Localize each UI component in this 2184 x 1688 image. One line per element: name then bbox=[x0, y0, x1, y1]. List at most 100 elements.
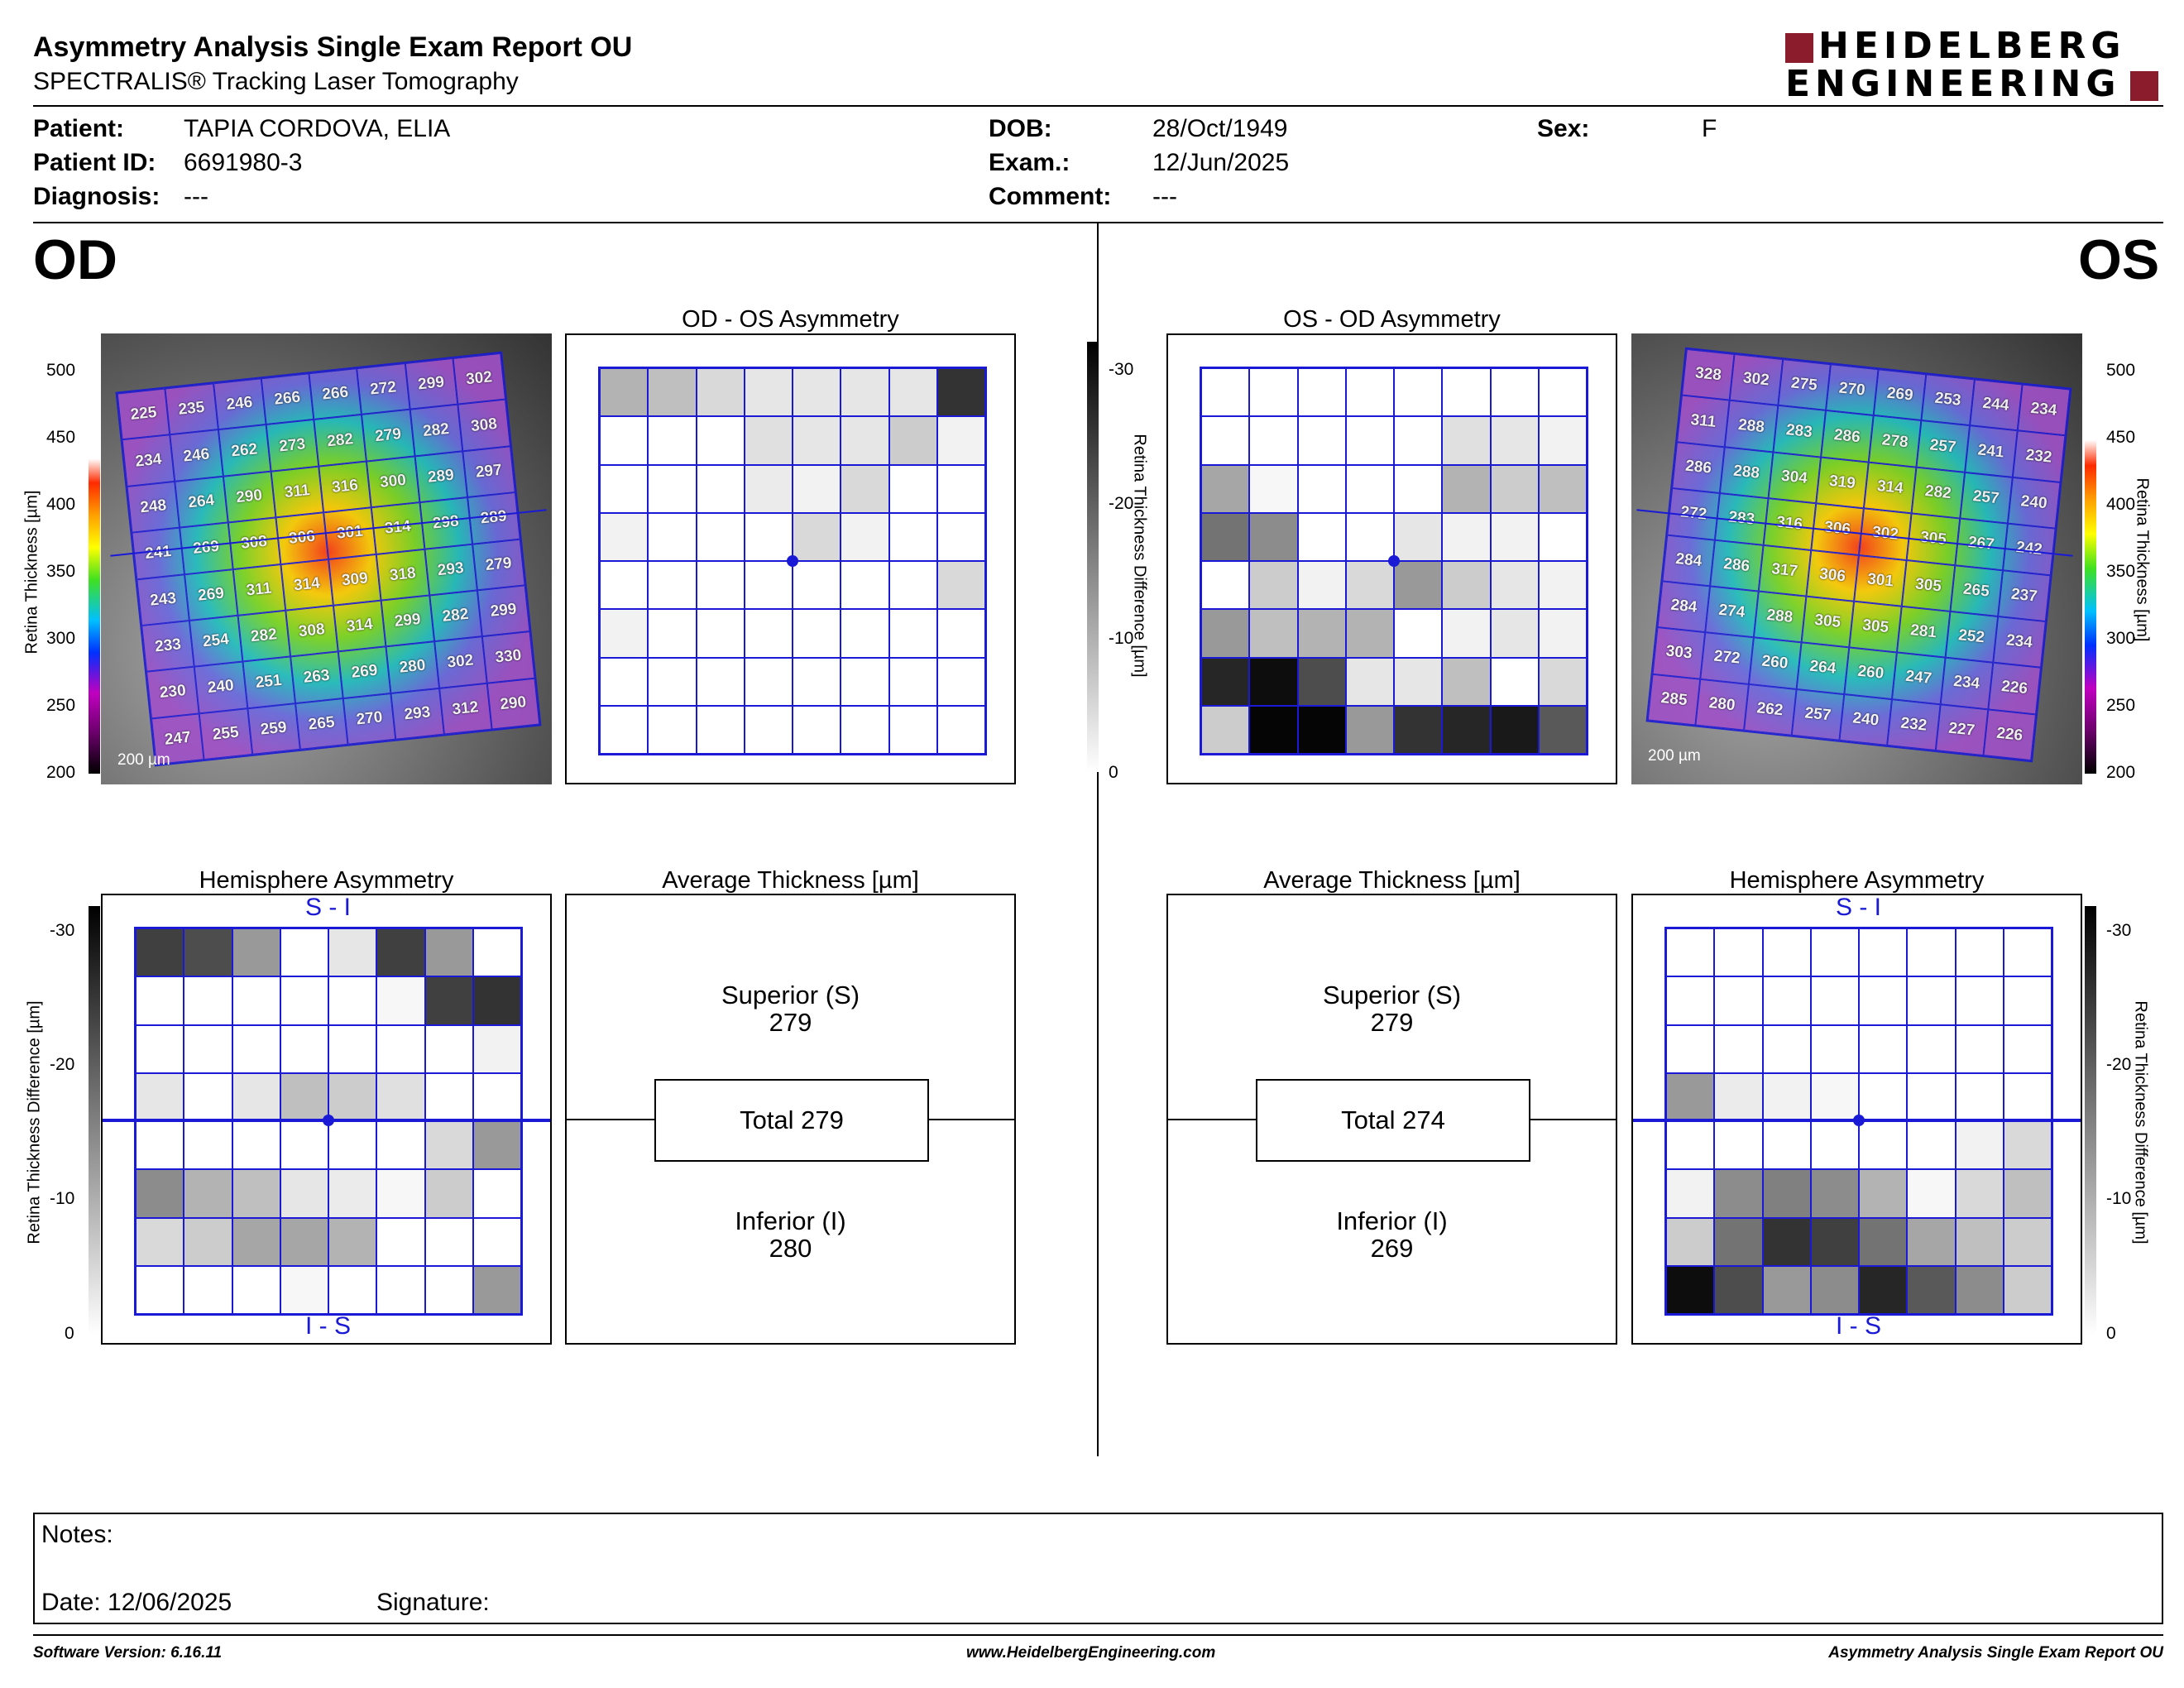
od-hemisphere-cell bbox=[232, 1024, 280, 1073]
os-asym-diff-tick: 0 bbox=[1109, 763, 1118, 782]
od-thickness-value: 248 bbox=[127, 481, 180, 533]
os-thickness-value: 269 bbox=[1873, 369, 1927, 421]
os-hemisphere-title: Hemisphere Asymmetry bbox=[1729, 867, 1985, 894]
od-tick: 500 bbox=[46, 361, 76, 380]
logo-square-top bbox=[1785, 33, 1813, 63]
od-thickness-value: 266 bbox=[309, 368, 362, 420]
os-thickness-value: 260 bbox=[1844, 647, 1898, 699]
os-tick: 200 bbox=[2106, 763, 2136, 782]
od-thickness-value: 318 bbox=[376, 549, 429, 601]
os-asymmetry-cell bbox=[1249, 464, 1298, 513]
os-thickness-value: 282 bbox=[1911, 467, 1965, 519]
od-thickness-value: 279 bbox=[472, 539, 525, 591]
os-asym-diff-tick: -20 bbox=[1109, 494, 1134, 513]
diagnosis-label: Diagnosis: bbox=[33, 183, 160, 210]
od-si-label: S - I bbox=[304, 894, 351, 921]
od-asymmetry-cell bbox=[600, 705, 649, 754]
os-average-title: Average Thickness [µm] bbox=[1263, 867, 1521, 894]
od-hemisphere-cell bbox=[184, 928, 232, 977]
od-thickness-value: 302 bbox=[453, 352, 506, 405]
os-thickness-value: 317 bbox=[1758, 544, 1812, 597]
logo-line-2: ENGINEERING bbox=[1785, 63, 2121, 105]
os-thickness-value: 272 bbox=[1700, 632, 1754, 684]
os-thickness-value: 241 bbox=[1964, 425, 2018, 477]
od-superior-label: Superior (S) bbox=[721, 981, 860, 1009]
os-hemisphere-cell bbox=[1714, 928, 1763, 977]
os-tick: 300 bbox=[2106, 629, 2136, 648]
os-hemisphere-cell bbox=[1666, 1169, 1715, 1218]
od-asymmetry-cell bbox=[696, 512, 745, 561]
os-hemisphere-cell bbox=[1714, 1217, 1763, 1266]
os-hemisphere-cell bbox=[1762, 928, 1811, 977]
sex-value: F bbox=[1702, 115, 1717, 142]
od-asymmetry-cell bbox=[888, 368, 937, 417]
od-thickness-value: 233 bbox=[141, 620, 194, 672]
od-thickness-value: 312 bbox=[438, 683, 492, 735]
od-hemisphere-cell bbox=[376, 928, 425, 977]
os-hemisphere-cell bbox=[1907, 928, 1956, 977]
os-asymmetry-cell bbox=[1538, 416, 1587, 465]
os-average-panel: Superior (S) 279 Total 274 Inferior (I) … bbox=[1166, 894, 1617, 1345]
os-thickness-value: 234 bbox=[1940, 657, 1994, 709]
os-hemisphere-cell bbox=[1810, 1217, 1859, 1266]
os-hemisphere-fovea-dot bbox=[1853, 1115, 1865, 1126]
os-asymmetry-cell bbox=[1345, 657, 1394, 706]
od-thickness-value: 299 bbox=[405, 357, 458, 410]
os-hemisphere-cell bbox=[1666, 1024, 1715, 1073]
od-thickness-value: 282 bbox=[410, 405, 463, 457]
os-asymmetry-cell bbox=[1249, 416, 1298, 465]
od-hemisphere-title: Hemisphere Asymmetry bbox=[199, 867, 454, 894]
od-asymmetry-cell bbox=[936, 416, 985, 465]
od-thickness-value: 254 bbox=[189, 615, 242, 667]
software-version: Software Version: 6.16.11 bbox=[33, 1644, 223, 1662]
os-thickness-value: 240 bbox=[1839, 693, 1893, 746]
od-thickness-value: 240 bbox=[194, 661, 247, 713]
od-hemisphere-cell bbox=[136, 1072, 184, 1121]
os-asymmetry-cell bbox=[1345, 368, 1394, 417]
os-hemisphere-cell bbox=[2003, 976, 2052, 1025]
od-asymmetry-cell bbox=[936, 657, 985, 706]
od-asymmetry-cell bbox=[936, 609, 985, 658]
os-thickness-value: 285 bbox=[1647, 674, 1701, 726]
od-thickness-value: 290 bbox=[223, 471, 276, 523]
od-thickness-value: 293 bbox=[390, 688, 444, 740]
od-fundus-image: 225 235 246 266 266 272 299 302 234 246 262 273 282 2… bbox=[101, 333, 552, 784]
os-hemisphere-cell bbox=[1907, 1072, 1956, 1121]
od-hemisphere-cell bbox=[424, 1121, 473, 1170]
od-hemisphere-cell bbox=[232, 1072, 280, 1121]
os-hemisphere-cell bbox=[1762, 1169, 1811, 1218]
od-hemisphere-cell bbox=[280, 1121, 328, 1170]
patient-id: 6691980-3 bbox=[184, 149, 303, 176]
date-label: Date: 12/06/2025 bbox=[41, 1589, 232, 1616]
os-asymmetry-cell bbox=[1201, 609, 1250, 658]
od-thickness-value: 308 bbox=[285, 605, 338, 657]
os-asymmetry-cell bbox=[1394, 464, 1443, 513]
os-asymmetry-cell bbox=[1538, 609, 1587, 658]
od-hemisphere-cell bbox=[328, 928, 377, 977]
os-hemisphere-cell bbox=[1907, 976, 1956, 1025]
os-hemisphere-cell bbox=[1714, 1072, 1763, 1121]
od-asymmetry-cell bbox=[744, 657, 793, 706]
os-thickness-value: 311 bbox=[1677, 395, 1730, 448]
os-asymmetry-cell bbox=[1490, 464, 1539, 513]
os-thickness-value: 262 bbox=[1743, 683, 1797, 736]
os-superior-label: Superior (S) bbox=[1322, 981, 1462, 1009]
os-hemisphere-cell bbox=[1810, 1072, 1859, 1121]
os-thickness-value: 301 bbox=[1854, 554, 1907, 607]
od-hemisphere-cell bbox=[376, 1024, 425, 1073]
od-tick: 350 bbox=[46, 562, 76, 581]
os-thickness-value: 288 bbox=[1753, 591, 1807, 643]
os-diff-tick: -10 bbox=[2106, 1189, 2132, 1208]
os-hemisphere-cell bbox=[1859, 928, 1908, 977]
od-hemisphere-panel: S - I I - S bbox=[101, 894, 552, 1345]
os-asym-diff-axis-label: Retina Thickness Difference [µm] bbox=[1130, 434, 1149, 678]
os-diff-axis-label: Retina Thickness Difference [µm] bbox=[2131, 1000, 2150, 1244]
od-asymmetry-cell bbox=[793, 561, 841, 610]
os-thickness-value: 257 bbox=[1916, 420, 1970, 472]
od-asymmetry-cell bbox=[648, 657, 697, 706]
od-hemisphere-cell bbox=[424, 976, 473, 1025]
od-asymmetry-cell bbox=[841, 416, 889, 465]
os-hemisphere-cell bbox=[1810, 928, 1859, 977]
od-asymmetry-cell bbox=[744, 561, 793, 610]
website-link[interactable]: www.HeidelbergEngineering.com bbox=[966, 1644, 1216, 1662]
